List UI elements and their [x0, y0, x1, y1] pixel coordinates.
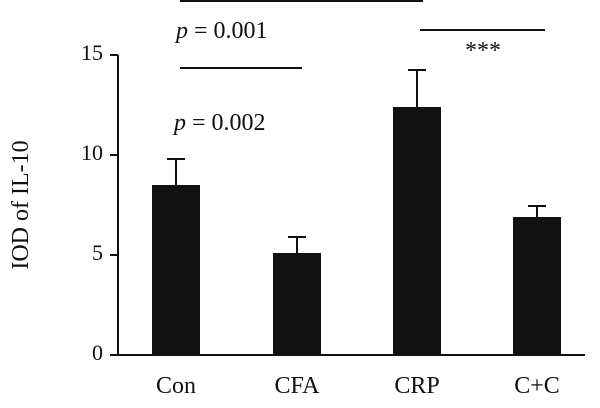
- x-tick-label-cc: C+C: [514, 373, 560, 399]
- x-tick-label-con: Con: [156, 373, 196, 399]
- y-axis-label: IOD of IL-10: [8, 140, 34, 269]
- bar-crp: [393, 107, 441, 355]
- bar-cc: [513, 217, 561, 355]
- y-tick-label-5: 5: [92, 240, 103, 265]
- bar-con: [152, 185, 200, 355]
- p-value-text-2: = 0.002: [186, 110, 266, 136]
- error-bars-group: [167, 69, 546, 253]
- x-tick-label-crp: CRP: [394, 373, 439, 399]
- bars-group: [152, 107, 561, 355]
- p-symbol-1: p: [174, 18, 188, 44]
- y-tick-label-10: 10: [81, 140, 103, 165]
- x-tick-label-cfa: CFA: [275, 373, 321, 399]
- y-tick-label-0: 0: [92, 340, 103, 365]
- p-value-text-1: = 0.001: [188, 18, 268, 44]
- p-symbol-2: p: [172, 110, 186, 136]
- bar-cfa: [273, 253, 321, 355]
- y-tick-label-15: 15: [81, 40, 103, 65]
- significance-stars: ***: [465, 38, 501, 64]
- p-value-annotation-2: p = 0.002: [172, 110, 266, 136]
- p-value-annotation-1: p = 0.001: [174, 18, 268, 44]
